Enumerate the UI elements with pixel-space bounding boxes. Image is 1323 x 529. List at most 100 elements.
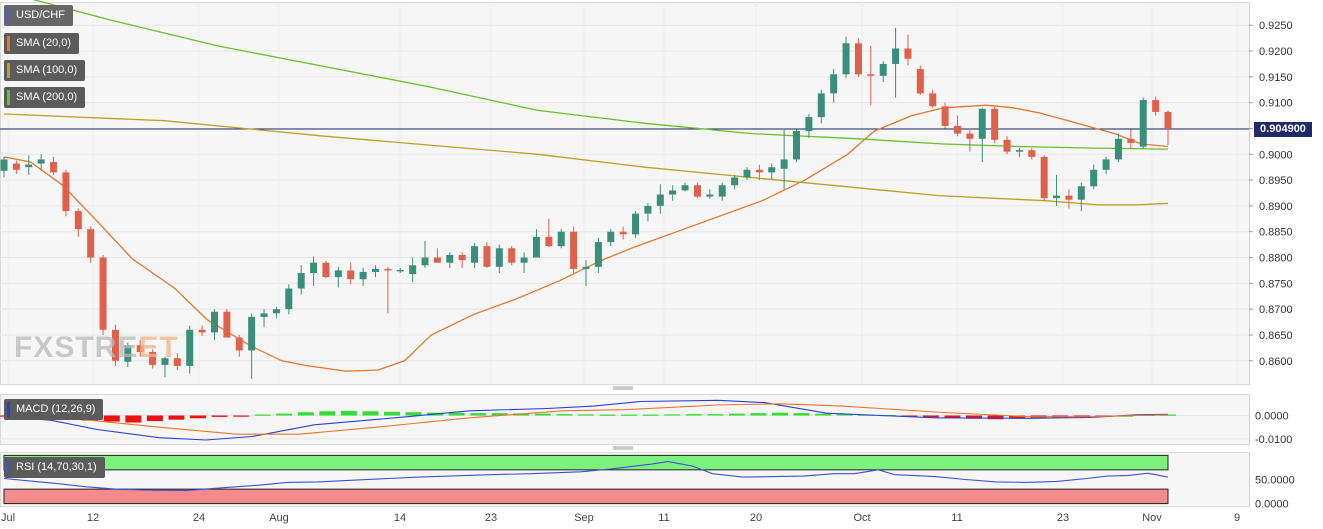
- candle-body: [347, 270, 355, 280]
- candle: [1152, 96, 1160, 116]
- candle: [1164, 110, 1172, 145]
- candle: [916, 65, 924, 95]
- candle-body: [50, 162, 58, 173]
- candle-body: [1102, 159, 1110, 170]
- candle: [409, 257, 417, 283]
- rsi-tag[interactable]: RSI (14,70,30,1): [4, 457, 105, 478]
- candle-body: [99, 257, 107, 330]
- price-tick-label: 0.9200: [1259, 46, 1293, 58]
- macd-histogram-bar: [362, 411, 379, 416]
- macd-tag[interactable]: MACD (12,26,9): [4, 399, 104, 420]
- candle: [297, 265, 305, 295]
- candle: [619, 226, 627, 240]
- candle: [1127, 129, 1135, 150]
- candle-body: [285, 288, 293, 310]
- candle-body: [644, 205, 652, 214]
- candle: [545, 218, 553, 248]
- candle: [1053, 174, 1061, 206]
- candle: [1139, 97, 1147, 150]
- panel-2-frame: [0, 394, 1250, 445]
- candle-body: [173, 358, 181, 366]
- candle-body: [433, 257, 441, 263]
- symbol-tag[interactable]: USD/CHF: [4, 5, 73, 26]
- macd-histogram-bar: [146, 415, 163, 422]
- sma200-line: [32, 0, 1169, 150]
- sma200-tag[interactable]: SMA (200,0): [4, 87, 86, 108]
- candle: [755, 164, 763, 181]
- candle: [607, 229, 615, 247]
- candle: [929, 89, 937, 108]
- candle: [780, 128, 788, 190]
- candle: [421, 241, 429, 268]
- candle: [768, 163, 776, 180]
- candle: [669, 185, 677, 201]
- candle-body: [458, 254, 466, 261]
- candle-body: [805, 117, 813, 132]
- macd-histogram-bar: [534, 413, 551, 416]
- candle: [471, 243, 479, 268]
- candle: [248, 313, 256, 379]
- macd-histogram-bar: [707, 414, 724, 416]
- price-tick-label: 0.8600: [1259, 356, 1293, 368]
- macd-histogram-bar: [211, 415, 228, 417]
- rsi-label: RSI (14,70,30,1): [16, 461, 97, 473]
- candle: [136, 340, 144, 357]
- candle: [570, 226, 578, 274]
- price-tick-label: 0.8750: [1259, 278, 1293, 290]
- candle: [520, 252, 528, 274]
- candle-body: [669, 190, 677, 195]
- macd-histogram-bar: [987, 415, 1004, 420]
- candle: [359, 267, 367, 286]
- candle-body: [978, 108, 986, 139]
- candle-body: [854, 43, 862, 75]
- candle-body: [1139, 100, 1147, 147]
- candle-body: [396, 269, 404, 272]
- candle: [706, 189, 714, 199]
- candle-body: [409, 265, 417, 275]
- candle: [978, 107, 986, 163]
- macd-histogram-bar: [276, 413, 293, 416]
- candle-body: [248, 316, 256, 351]
- rsi-tick-label: 50.0000: [1255, 474, 1295, 486]
- candle-body: [359, 271, 367, 280]
- candle-body: [718, 185, 726, 197]
- macd-histogram-bar: [297, 412, 314, 416]
- candle-body: [235, 337, 243, 351]
- candle: [1102, 156, 1110, 174]
- candle-body: [916, 69, 924, 94]
- macd-histogram-bar: [319, 411, 336, 416]
- candle-body: [124, 345, 132, 362]
- candle-body: [483, 246, 491, 267]
- rsi-tick-label: 0.0000: [1255, 499, 1289, 511]
- candle: [1065, 189, 1073, 209]
- candle: [594, 237, 602, 274]
- candle: [532, 229, 540, 258]
- candle: [830, 69, 838, 103]
- price-tick-label: 0.8900: [1259, 201, 1293, 213]
- candle-body: [1053, 195, 1061, 199]
- candle: [718, 182, 726, 201]
- price-tick-label: 0.8700: [1259, 304, 1293, 316]
- candle: [557, 229, 565, 249]
- macd-histogram-bar: [944, 415, 961, 419]
- candle-body: [1065, 195, 1073, 200]
- sma20-swatch: [7, 36, 10, 51]
- candle: [953, 115, 961, 137]
- candle-body: [1152, 100, 1160, 112]
- candle: [743, 167, 751, 181]
- candle-body: [966, 133, 974, 139]
- sma100-tag[interactable]: SMA (100,0): [4, 60, 86, 81]
- macd-histogram-bar: [836, 414, 853, 416]
- price-tick-label: 0.9000: [1259, 149, 1293, 161]
- time-tick-label: 23: [485, 512, 497, 524]
- sma20-tag[interactable]: SMA (20,0): [4, 33, 80, 54]
- candle-body: [322, 262, 330, 278]
- time-tick-label: 9: [1234, 512, 1240, 524]
- candle: [260, 309, 268, 328]
- candle: [892, 27, 900, 98]
- candle: [508, 246, 516, 266]
- candle: [25, 155, 33, 175]
- time-tick-label: Sep: [574, 512, 594, 524]
- sma100-swatch: [7, 63, 10, 78]
- candle-body: [929, 93, 937, 107]
